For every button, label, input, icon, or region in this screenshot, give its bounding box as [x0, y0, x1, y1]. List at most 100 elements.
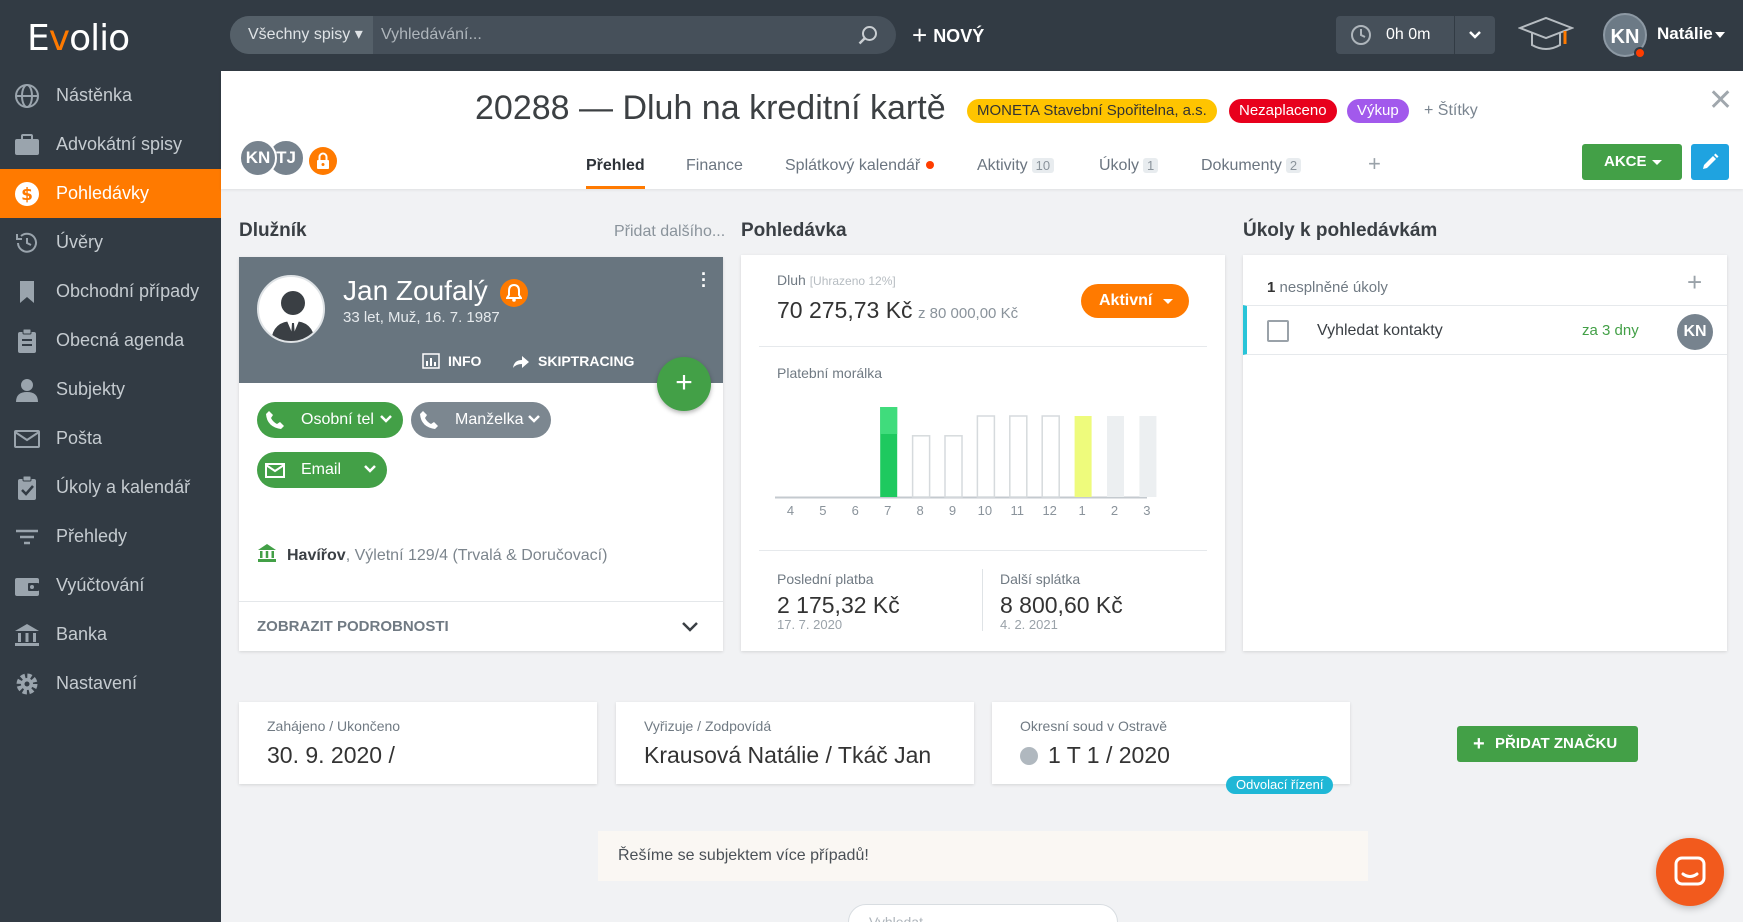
- sidebar-item-nastaveni[interactable]: Nastavení: [0, 659, 221, 708]
- task-assignee-avatar[interactable]: KN: [1677, 314, 1713, 350]
- timer-button[interactable]: 0h 0m: [1336, 16, 1454, 54]
- evolio-logo[interactable]: Evolio: [27, 18, 130, 59]
- add-mark-button[interactable]: + PŘIDAT ZNAČKU: [1457, 726, 1638, 762]
- add-task-button[interactable]: +: [1687, 267, 1703, 297]
- debtor-name[interactable]: Jan Zoufalý: [343, 275, 488, 306]
- gear-icon: [16, 673, 38, 695]
- address-street: , Výletní 129/4 (Trvalá & Doručovací): [345, 547, 608, 564]
- tag-buyout[interactable]: Výkup: [1347, 99, 1409, 123]
- chart-bar-8[interactable]: [911, 435, 931, 498]
- next-payment-date: 4. 2. 2021: [1000, 617, 1058, 632]
- chat-button[interactable]: [1656, 838, 1724, 906]
- debt-total: z 80 000,00 Kč: [918, 305, 1019, 322]
- search-icon[interactable]: [858, 25, 878, 45]
- info-link[interactable]: INFO: [422, 353, 481, 369]
- court-value[interactable]: 1 T 1 / 2020: [1020, 742, 1170, 769]
- user-name[interactable]: Natálie: [1657, 24, 1713, 43]
- search-scope-dropdown[interactable]: Všechny spisy ▾: [230, 16, 373, 54]
- contact-personal-phone[interactable]: Osobní tel: [257, 402, 403, 438]
- briefcase-icon: [15, 134, 39, 155]
- contact-label: Osobní tel: [301, 411, 374, 428]
- add-contact-fab[interactable]: +: [657, 357, 711, 411]
- sidebar-item-nastenka[interactable]: Nástěnka: [0, 71, 221, 120]
- add-tags-link[interactable]: + Štítky: [1424, 102, 1478, 119]
- next-payment-value: 8 800,60 Kč: [1000, 592, 1123, 618]
- search-input[interactable]: [381, 16, 821, 54]
- sidebar-item-vyuctovani[interactable]: Vyúčtování: [0, 561, 221, 610]
- sidebar-item-advokatni-spisy[interactable]: Advokátní spisy: [0, 120, 221, 169]
- sidebar-item-ukoly-a-kalendar[interactable]: Úkoly a kalendář: [0, 463, 221, 512]
- timer-dropdown[interactable]: [1455, 16, 1495, 54]
- add-tab-button[interactable]: +: [1368, 151, 1381, 176]
- tab-splatkovy-kalendar[interactable]: Splátkový kalendář: [785, 157, 935, 189]
- tag-unpaid[interactable]: Nezaplaceno: [1229, 99, 1337, 123]
- tab-dokumenty[interactable]: Dokumenty 2: [1201, 157, 1302, 189]
- clipboard-icon: [18, 328, 36, 353]
- close-icon[interactable]: ✕: [1708, 83, 1734, 118]
- contact-email[interactable]: Email: [257, 452, 387, 488]
- next-payment-label: Další splátka: [1000, 571, 1081, 587]
- contact-wife-phone[interactable]: Manželka: [411, 402, 551, 438]
- sidebar-item-obecna-agenda[interactable]: Obecná agenda: [0, 316, 221, 365]
- share-arrow-icon: [513, 356, 529, 368]
- task-checkbox[interactable]: [1267, 320, 1289, 342]
- show-details-toggle[interactable]: ZOBRAZIT PODROBNOSTI: [239, 601, 723, 651]
- skiptracing-link[interactable]: SKIPTRACING: [512, 353, 634, 369]
- bank-icon: [15, 624, 39, 646]
- debtor-card-header: Jan Zoufalý 33 let, Muž, 16. 7. 1987 · · ·…: [239, 257, 723, 383]
- user-menu-caret-icon[interactable]: [1715, 32, 1725, 38]
- handler-value[interactable]: Krausová Natálie / Tkáč Jan: [644, 742, 932, 768]
- started-value[interactable]: 30. 9. 2020 /: [267, 742, 395, 768]
- chart-bar-1[interactable]: [1074, 416, 1092, 497]
- plus-icon: +: [912, 20, 928, 50]
- graduation-cap-icon[interactable]: [1518, 14, 1574, 58]
- tab-prehled[interactable]: Přehled: [586, 157, 645, 189]
- lock-badge[interactable]: [309, 147, 337, 175]
- new-button[interactable]: + NOVÝ: [912, 20, 984, 50]
- show-details-label: ZOBRAZIT PODROBNOSTI: [257, 618, 449, 635]
- chevron-down-icon[interactable]: [363, 463, 377, 475]
- sidebar-item-pohledavky[interactable]: $ Pohledávky: [0, 169, 221, 218]
- tab-ukoly[interactable]: Úkoly 1: [1099, 157, 1159, 189]
- tab-label: Dokumenty: [1201, 157, 1282, 174]
- sidebar-item-uvery[interactable]: Úvěry: [0, 218, 221, 267]
- debtor-portrait[interactable]: [257, 275, 325, 343]
- tab-count: 1: [1143, 158, 1159, 173]
- debtor-address[interactable]: Havířov, Výletní 129/4 (Trvalá & Doručov…: [257, 543, 607, 565]
- task-row[interactable]: Vyhledat kontakty za 3 dny KN: [1243, 305, 1727, 355]
- chevron-down-icon[interactable]: [527, 413, 541, 425]
- avatar-kn[interactable]: KN: [239, 139, 277, 177]
- timer-value: 0h 0m: [1386, 26, 1431, 43]
- task-title[interactable]: Vyhledat kontakty: [1317, 322, 1443, 339]
- kebab-menu-icon[interactable]: · · ·: [701, 264, 707, 296]
- chart-bar-2[interactable]: [1107, 416, 1124, 497]
- sidebar-item-posta[interactable]: Pošta: [0, 414, 221, 463]
- tab-aktivity[interactable]: Aktivity 10: [977, 157, 1055, 189]
- chart-bar-3[interactable]: [1139, 416, 1157, 497]
- tag-creditor[interactable]: MONETA Stavební Spořitelna, a.s.: [967, 99, 1217, 123]
- tab-label: Finance: [686, 157, 743, 174]
- phone-icon: [266, 411, 284, 429]
- chart-bar-9[interactable]: [944, 435, 963, 498]
- chart-bar-11[interactable]: [1009, 415, 1028, 498]
- edit-button[interactable]: [1691, 144, 1729, 180]
- sidebar-item-obchodni-pripady[interactable]: Obchodní případy: [0, 267, 221, 316]
- sidebar-item-label: Banka: [56, 624, 108, 644]
- add-debtor-link[interactable]: Přidat dalšího...: [614, 223, 726, 240]
- sidebar-item-banka[interactable]: Banka: [0, 610, 221, 659]
- bottom-search-input[interactable]: Vyhledat: [848, 904, 1118, 922]
- sidebar-item-subjekty[interactable]: Subjekty: [0, 365, 221, 414]
- phone-icon: [420, 411, 438, 429]
- chart-bar-10[interactable]: [976, 415, 996, 498]
- tab-finance[interactable]: Finance: [686, 157, 743, 189]
- bell-badge[interactable]: [500, 279, 528, 307]
- chevron-down-icon[interactable]: [379, 413, 393, 425]
- status-dropdown[interactable]: Aktivní: [1081, 284, 1189, 318]
- chart-bar-12[interactable]: [1041, 415, 1060, 498]
- tasks-card: 1 nesplněné úkoly + Vyhledat kontakty za…: [1243, 255, 1727, 651]
- appeal-badge[interactable]: Odvolací řízení: [1226, 776, 1334, 794]
- sidebar-item-prehledy[interactable]: Přehledy: [0, 512, 221, 561]
- actions-label: AKCE: [1604, 153, 1647, 170]
- sidebar-item-label: Přehledy: [56, 526, 128, 546]
- actions-button[interactable]: AKCE: [1582, 144, 1682, 180]
